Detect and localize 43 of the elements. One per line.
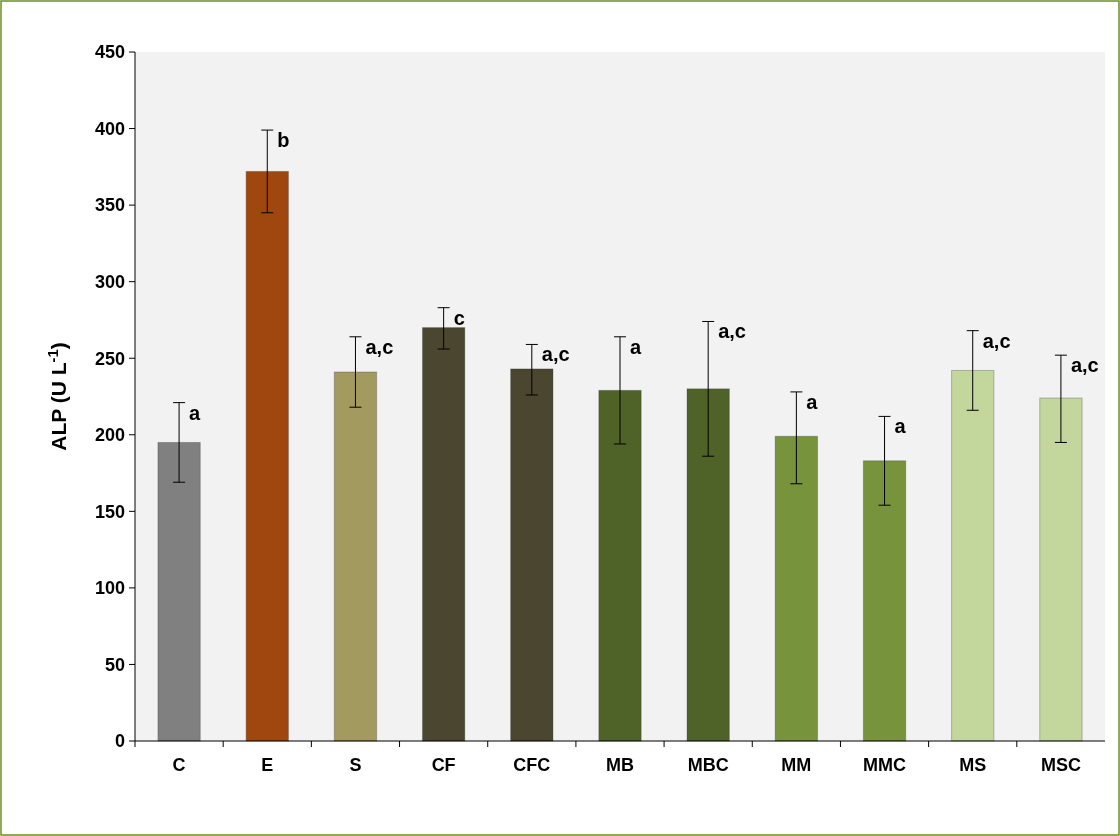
y-tick-label: 400	[94, 118, 125, 139]
bar	[333, 371, 378, 742]
x-tick-label: E	[261, 755, 274, 775]
x-tick-label: MMC	[863, 755, 907, 775]
x-tick-label: MS	[959, 755, 987, 775]
annotation: a,c	[1070, 354, 1099, 377]
annotation: a,c	[365, 335, 394, 358]
annotation: b	[277, 129, 290, 152]
bar	[598, 389, 642, 742]
bar	[686, 388, 730, 742]
y-tick-label: 300	[94, 271, 125, 292]
x-tick-label: C	[172, 755, 186, 775]
y-tick-label: 0	[114, 731, 125, 752]
annotation: a	[806, 390, 819, 413]
y-tick-label: 100	[94, 578, 125, 599]
x-tick-label: MSC	[1040, 755, 1081, 775]
annotation: a,c	[982, 329, 1011, 352]
annotation: c	[453, 306, 465, 329]
bar	[862, 460, 907, 742]
bar	[157, 441, 201, 742]
bar	[510, 368, 554, 742]
bar	[1039, 397, 1083, 742]
y-tick-label: 450	[94, 42, 125, 63]
y-tick-label: 200	[94, 425, 125, 446]
y-tick-label: 250	[94, 348, 125, 369]
x-tick-label: MBC	[687, 755, 729, 775]
x-tick-label: CF	[431, 755, 456, 775]
annotation: a,c	[718, 320, 746, 343]
annotation: a	[894, 415, 907, 438]
annotation: a,c	[541, 343, 570, 366]
bar	[951, 369, 995, 742]
annotation: a	[189, 401, 202, 424]
y-tick-label: 50	[104, 654, 125, 675]
y-tick-label: 350	[94, 195, 125, 216]
x-tick-label: MM	[781, 755, 812, 775]
bar	[421, 327, 466, 742]
bar	[774, 435, 819, 742]
bar	[245, 170, 289, 742]
x-tick-label: CFC	[513, 755, 551, 775]
annotation: a	[630, 335, 642, 358]
x-tick-label: MB	[606, 755, 634, 775]
x-tick-label: S	[349, 755, 362, 775]
y-tick-label: 150	[94, 501, 125, 522]
